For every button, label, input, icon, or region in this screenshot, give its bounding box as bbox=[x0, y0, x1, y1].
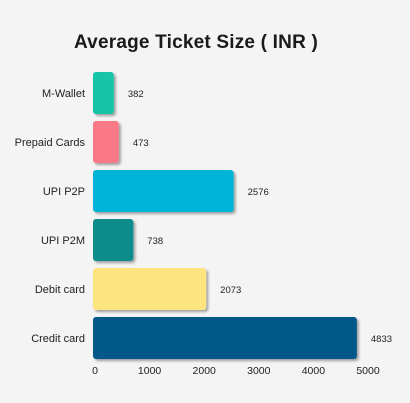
value-label: 473 bbox=[133, 138, 149, 149]
category-label: M-Wallet bbox=[42, 88, 85, 100]
bar bbox=[93, 219, 134, 261]
x-tick-label: 4000 bbox=[302, 365, 326, 377]
value-label: 382 bbox=[128, 89, 144, 100]
x-tick-label: 1000 bbox=[138, 365, 162, 377]
chart-title: Average Ticket Size ( INR ) bbox=[73, 32, 319, 53]
value-label: 2576 bbox=[248, 187, 269, 198]
x-tick-label: 5000 bbox=[356, 365, 380, 377]
x-tick-label: 3000 bbox=[247, 365, 271, 377]
x-tick-label: 0 bbox=[92, 365, 98, 377]
bar bbox=[93, 317, 357, 359]
value-label: 2073 bbox=[220, 285, 241, 296]
bar bbox=[93, 121, 119, 163]
category-label: UPI P2M bbox=[41, 235, 85, 247]
category-label: UPI P2P bbox=[43, 186, 85, 198]
bar bbox=[93, 170, 234, 212]
category-label: Debit card bbox=[35, 284, 85, 296]
category-label: Credit card bbox=[31, 333, 85, 345]
x-tick-label: 2000 bbox=[193, 365, 217, 377]
bar bbox=[93, 268, 207, 310]
value-label: 4833 bbox=[371, 334, 392, 345]
bar bbox=[93, 72, 114, 114]
category-label: Prepaid Cards bbox=[15, 137, 86, 149]
value-label: 738 bbox=[147, 236, 163, 247]
